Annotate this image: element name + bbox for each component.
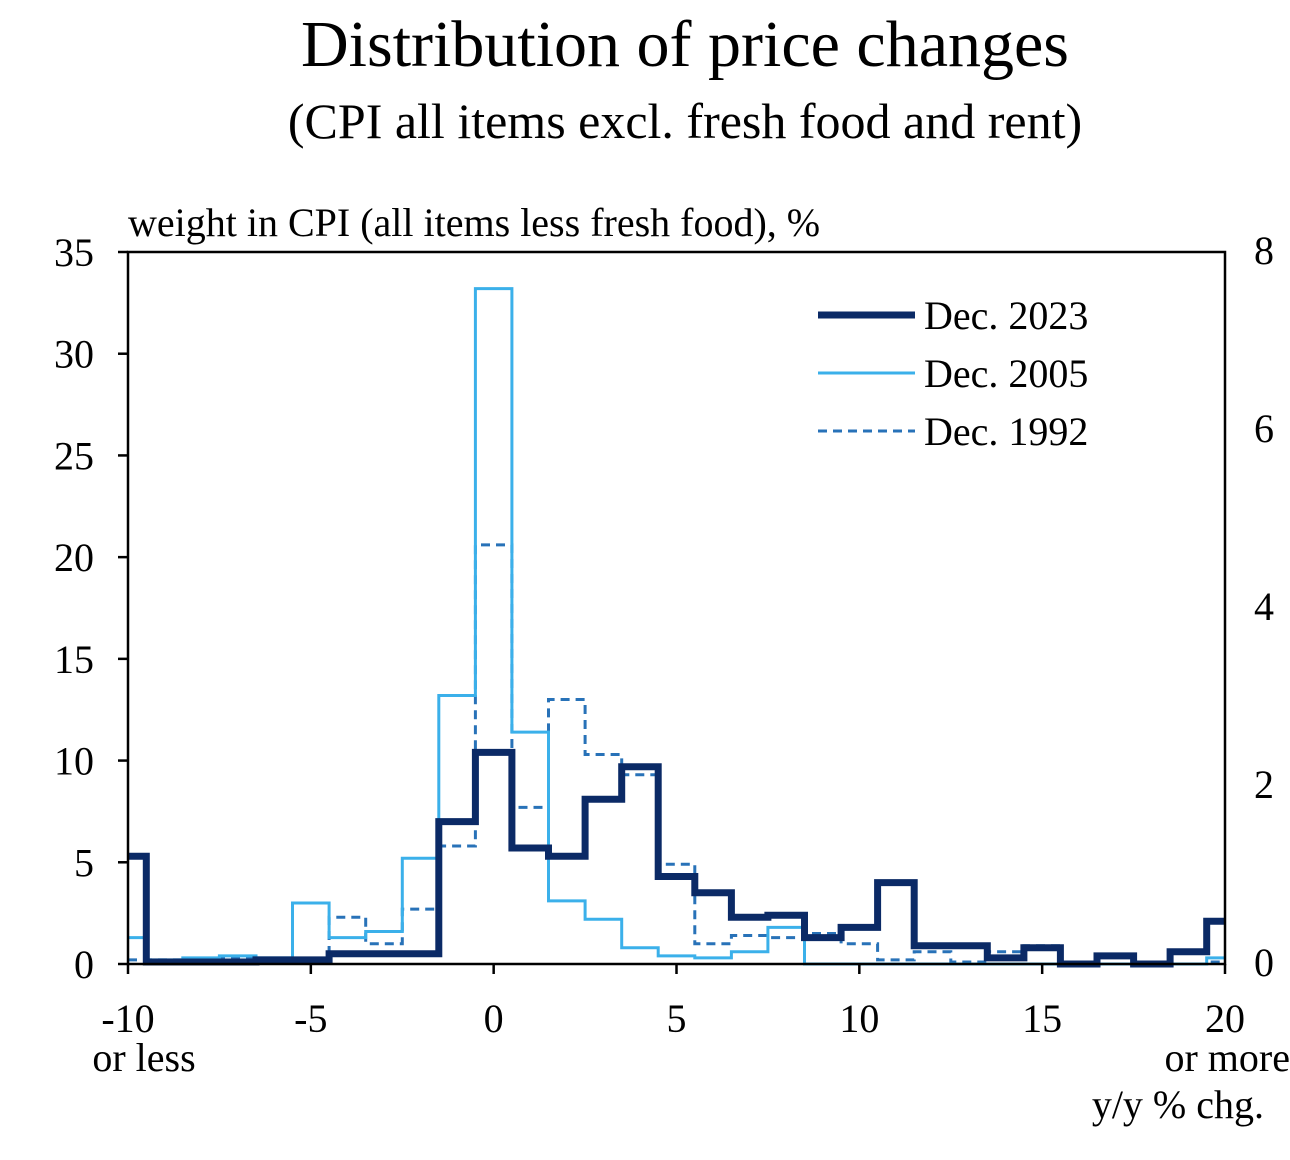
x-tick-label: -5 (294, 996, 327, 1041)
y-axis: 0 5 10 15 20 25 30 35 (54, 230, 128, 987)
y-tick-label: 35 (54, 230, 94, 275)
chart-title: Distribution of price changes (301, 8, 1069, 81)
x-axis-label: y/y % chg. (1092, 1082, 1264, 1127)
y-tick-label: 10 (54, 739, 94, 784)
x-tick-label: 15 (1022, 996, 1062, 1041)
y-axis-label: weight in CPI (all items less fresh food… (128, 200, 820, 245)
x-tick-sublabel: or more (1164, 1035, 1290, 1080)
y-tick-label: 20 (54, 535, 94, 580)
chart-subtitle: (CPI all items excl. fresh food and rent… (287, 93, 1083, 149)
right-tick-label: 4 (1254, 584, 1274, 629)
y-tick-label: 30 (54, 332, 94, 377)
x-tick-sublabel: or less (92, 1035, 195, 1080)
series-line-0 (128, 748, 1225, 968)
legend-label-0: Dec. 2023 (924, 293, 1088, 338)
right-tick-label: 2 (1254, 762, 1274, 807)
y-tick-label: 0 (74, 942, 94, 987)
x-tick-label: 0 (484, 996, 504, 1041)
y-tick-label: 15 (54, 637, 94, 682)
legend-label-1: Dec. 2005 (924, 351, 1088, 396)
right-tick-label: 0 (1254, 940, 1274, 985)
right-tick-label: 6 (1254, 406, 1274, 451)
right-tick-label: 8 (1254, 228, 1274, 273)
x-tick-label: 20 (1205, 996, 1245, 1041)
x-tick-label: -10 (101, 996, 154, 1041)
y-tick-label: 25 (54, 433, 94, 478)
y-tick-label: 5 (74, 840, 94, 885)
right-axis: 8 6 4 2 0 (1254, 228, 1274, 985)
series-line-2 (128, 543, 1225, 966)
legend-label-2: Dec. 1992 (924, 409, 1088, 454)
legend: Dec. 2023 Dec. 2005 Dec. 1992 (818, 293, 1088, 454)
x-tick-label: 10 (839, 996, 879, 1041)
x-tick-label: 5 (667, 996, 687, 1041)
